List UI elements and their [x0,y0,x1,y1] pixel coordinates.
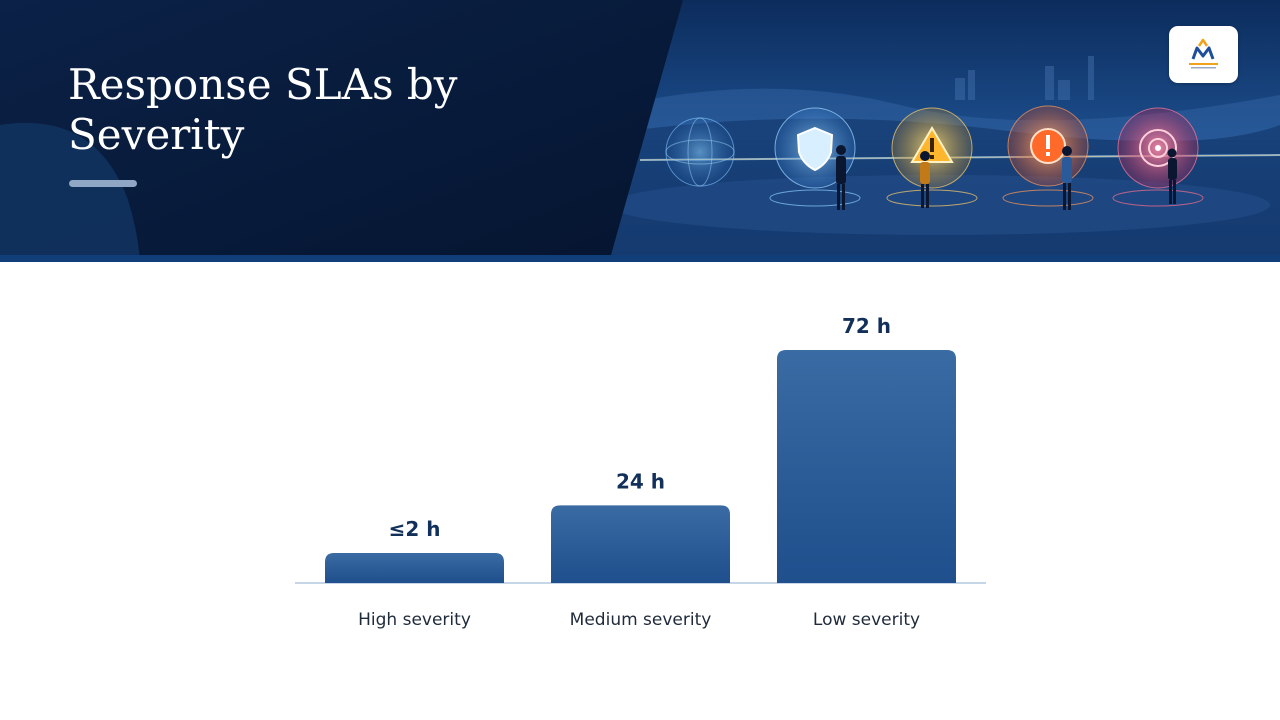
bar-medium-severity [551,505,730,583]
logo-badge [1169,26,1238,83]
category-label: Medium severity [570,610,712,630]
title-underline [69,180,137,187]
category-label: Low severity [813,610,920,630]
bar-value-label: 72 h [842,314,891,338]
company-logo [1189,38,1218,69]
bar-value-label: 24 h [616,469,665,493]
bar-low-severity [777,350,956,583]
category-label: High severity [358,610,471,630]
bar-high-severity [325,553,504,583]
target-icon [1112,107,1204,207]
bar-chart: ≤2 h High severity 24 h Medium severity 72 h… [295,314,986,630]
slide-header: Response SLAs by Severity [0,0,1280,262]
person-silhouettes [836,145,1177,210]
bar-value-label: ≤2 h [389,517,441,541]
globe-network-icon [665,117,735,187]
header-illustration [0,0,1280,262]
page-title: Response SLAs by Severity [68,60,458,159]
shield-icon [769,107,861,207]
